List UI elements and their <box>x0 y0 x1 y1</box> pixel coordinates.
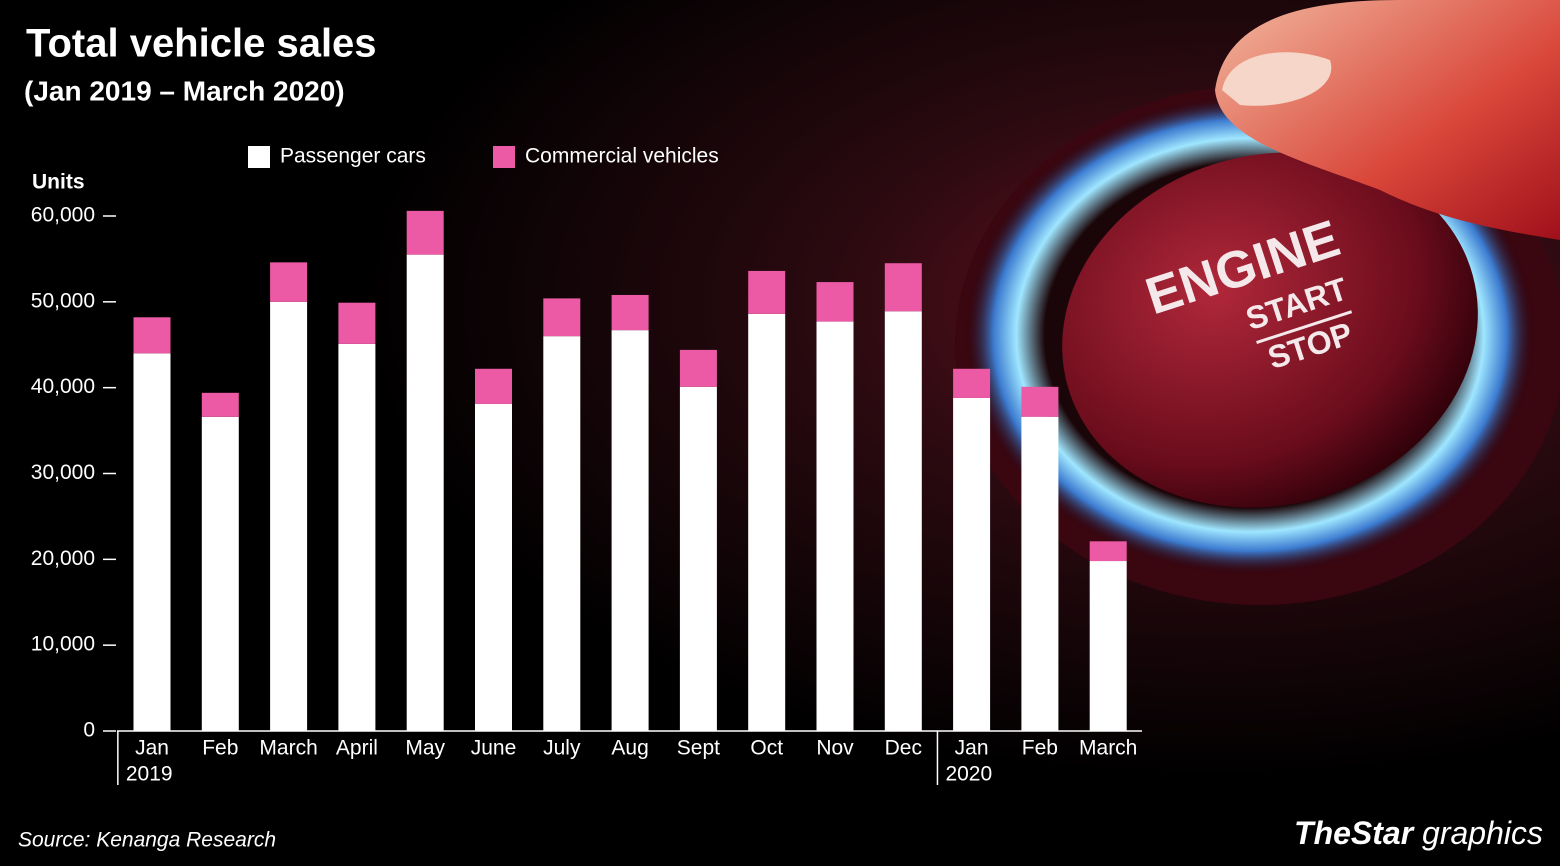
x-tick-label: July <box>543 737 581 760</box>
bar-segment <box>816 282 854 322</box>
bar-segment <box>338 302 376 344</box>
brand-suffix: graphics <box>1422 815 1543 851</box>
y-tick-label: 40,000 <box>31 375 95 398</box>
chart-title: Total vehicle sales <box>26 22 377 66</box>
bar-segment <box>816 321 854 731</box>
bar-segment <box>270 262 308 302</box>
bar-segment <box>748 270 786 314</box>
legend-label: Passenger cars <box>280 145 426 168</box>
bar-segment <box>611 294 649 331</box>
bar-segment <box>201 392 239 417</box>
x-tick-label: Jan <box>955 737 989 760</box>
bar-segment <box>884 263 922 312</box>
y-tick-label: 10,000 <box>31 633 95 656</box>
x-tick-label: Aug <box>611 737 648 760</box>
bar-segment <box>543 298 581 337</box>
x-tick-label: June <box>471 737 517 760</box>
photo: ENGINE START STOP <box>955 0 1560 605</box>
bar-segment <box>133 353 171 731</box>
button <box>1062 152 1478 508</box>
fingernail <box>1222 52 1332 106</box>
bar-segment <box>475 403 512 731</box>
bar-segment <box>953 368 991 398</box>
bar-segment <box>953 397 991 731</box>
chart-subtitle: (Jan 2019 – March 2020) <box>24 75 345 106</box>
bar-segment <box>1021 386 1059 417</box>
bar-segment <box>270 301 308 731</box>
legend-label: Commercial vehicles <box>525 145 719 168</box>
bar-segment <box>748 313 786 731</box>
x-tick-label: Sept <box>677 737 720 760</box>
y-axis-label: Units <box>32 171 85 194</box>
bar-segment <box>679 386 717 731</box>
brand: TheStar graphics <box>1294 815 1543 851</box>
x-tick-label: Jan <box>135 737 169 760</box>
bar-segment <box>611 330 649 731</box>
bar-segment <box>679 349 717 387</box>
x-tick-label: April <box>336 737 378 760</box>
y-tick-label: 50,000 <box>31 289 95 312</box>
bar-segment <box>1089 561 1127 731</box>
x-tick-label: Feb <box>1022 737 1058 760</box>
legend-swatch <box>248 146 270 168</box>
bar-segment <box>475 368 512 404</box>
bar-segment <box>133 317 171 354</box>
bar-segment <box>543 336 581 731</box>
y-tick-label: 20,000 <box>31 547 95 570</box>
x-tick-label: Oct <box>750 737 783 760</box>
x-tick-label: Dec <box>885 737 922 760</box>
y-tick-label: 30,000 <box>31 461 95 484</box>
y-tick-label: 60,000 <box>31 204 95 227</box>
x-year-label: 2020 <box>945 763 992 786</box>
bar-segment <box>1021 416 1059 731</box>
photo-rule <box>1256 310 1353 344</box>
x-year-label: 2019 <box>126 763 173 786</box>
x-tick-label: Nov <box>816 737 854 760</box>
legend-swatch <box>493 146 515 168</box>
x-tick-label: Feb <box>202 737 238 760</box>
brand-name: TheStar <box>1294 815 1415 851</box>
bar-segment <box>201 416 239 731</box>
bar-segment <box>1089 541 1127 562</box>
x-tick-label: March <box>259 737 317 760</box>
x-tick-label: March <box>1079 737 1137 760</box>
source: Source: Kenanga Research <box>18 829 276 852</box>
bar-segment <box>884 311 922 731</box>
bar-segment <box>406 254 444 731</box>
x-tick-label: May <box>405 737 445 760</box>
y-tick-label: 0 <box>83 719 95 742</box>
bar-segment <box>338 343 376 731</box>
bar-segment <box>406 210 444 255</box>
